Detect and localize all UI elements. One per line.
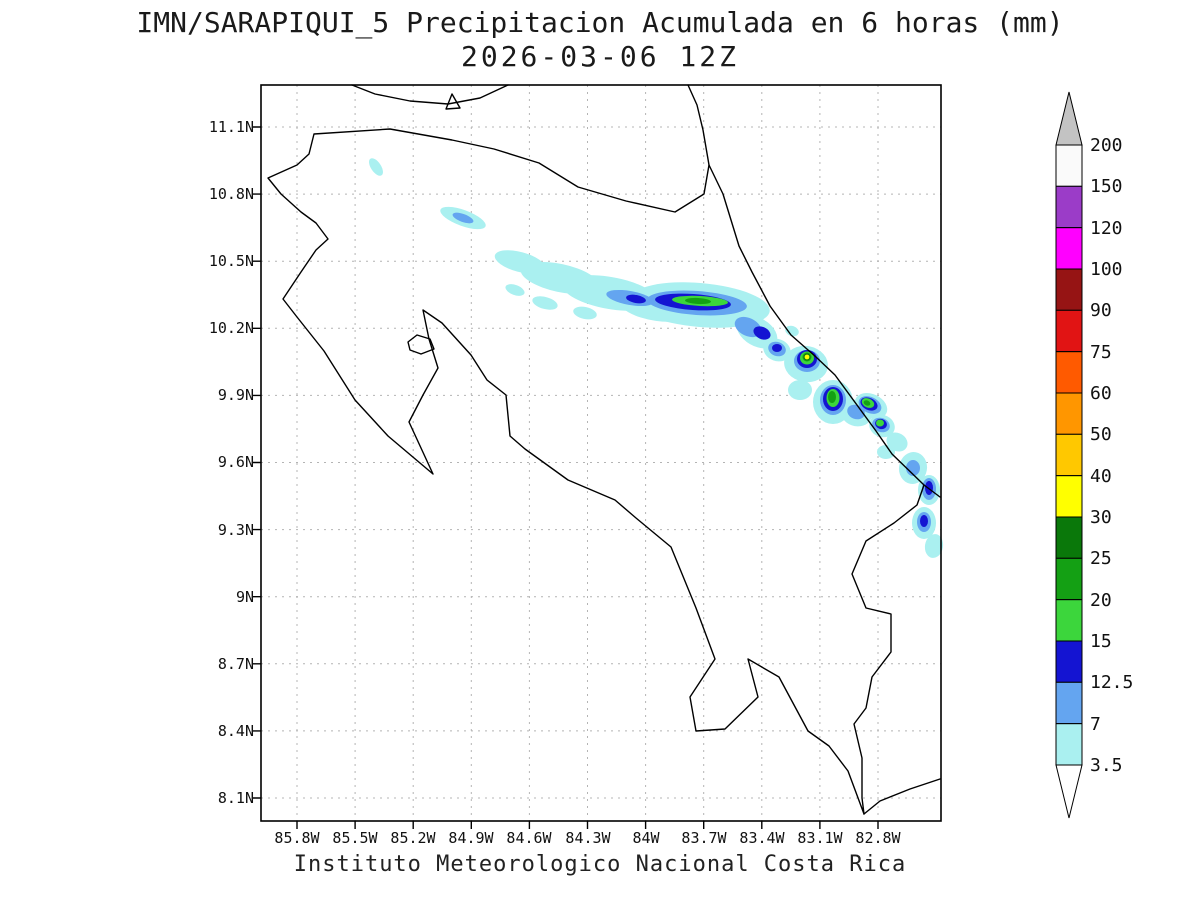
lon-tick-label: 83.4W	[739, 829, 785, 847]
lon-tick-label: 83.1W	[797, 829, 843, 847]
lat-tick-label: 9.3N	[218, 521, 254, 539]
colorbar-tick-label: 60	[1090, 383, 1112, 404]
lon-tick-label: 85.5W	[332, 829, 378, 847]
lat-tick-label: 8.1N	[218, 789, 254, 807]
lon-tick-label: 82.8W	[855, 829, 901, 847]
coastline-layer	[267, 84, 941, 815]
lon-tick-label: 84W	[632, 829, 660, 847]
colorbar-tick-label: 100	[1090, 259, 1123, 280]
colorbar-segment	[1055, 309, 1083, 353]
precip-shade-30-to-40mm	[804, 354, 810, 360]
lat-tick-label: 10.2N	[209, 319, 254, 337]
chart-title: IMN/SARAPIQUI_5 Precipitacion Acumulada …	[0, 6, 1200, 73]
colorbar-tick-label: 40	[1090, 466, 1112, 487]
colorbar-tick-label: 200	[1090, 135, 1123, 156]
lat-tick-label: 10.8N	[209, 185, 254, 203]
colorbar: 200 150 120 100 90 75 60 50 40 30 25 20 …	[1055, 91, 1133, 819]
colorbar-segment	[1055, 516, 1083, 559]
lon-tick-label: 85.2W	[390, 829, 436, 847]
colorbar-segment	[1055, 268, 1083, 311]
latitude-axis: 11.1N 10.8N 10.5N 10.2N 9.9N 9.6N 9.3N 9…	[209, 118, 254, 807]
colorbar-tick-label: 120	[1090, 218, 1123, 239]
colorbar-tick-label: 15	[1090, 631, 1112, 652]
colorbar-tick-label: 20	[1090, 590, 1112, 611]
lon-tick-label: 85.8W	[274, 829, 320, 847]
colorbar-tick-label: 25	[1090, 548, 1112, 569]
colorbar-tick-label: 90	[1090, 300, 1112, 321]
colorbar-segment	[1055, 557, 1083, 601]
lat-tick-label: 11.1N	[209, 118, 254, 136]
colorbar-segment	[1055, 392, 1083, 435]
chart-title-line1: IMN/SARAPIQUI_5 Precipitacion Acumulada …	[136, 6, 1064, 39]
chart-title-line2: 2026-03-06 12Z	[460, 40, 739, 73]
lat-tick-label: 8.4N	[218, 722, 254, 740]
lat-tick-label: 9.9N	[218, 386, 254, 404]
lat-tick-label: 9N	[236, 588, 254, 606]
precip-shade-20-to-25mm	[685, 297, 871, 406]
colorbar-above-max-arrow	[1055, 91, 1083, 146]
lon-tick-label: 84.6W	[506, 829, 552, 847]
lon-tick-label: 84.9W	[448, 829, 494, 847]
colorbar-segment	[1055, 640, 1083, 683]
lake-nicaragua-shore	[351, 84, 509, 105]
lake-island	[445, 93, 461, 110]
panama-caribbean-coast	[923, 484, 941, 498]
costa-rica-outline	[267, 128, 925, 815]
colorbar-tick-label: 30	[1090, 507, 1112, 528]
colorbar-tick-label: 50	[1090, 424, 1112, 445]
colorbar-tick-label: 75	[1090, 342, 1112, 363]
longitude-axis: 85.8W 85.5W 85.2W 84.9W 84.6W 84.3W 84W …	[274, 829, 901, 847]
colorbar-segment	[1055, 185, 1083, 229]
lon-tick-label: 83.7W	[681, 829, 727, 847]
axis-tickmarks	[253, 126, 879, 829]
colorbar-tick-label: 12.5	[1090, 672, 1133, 693]
lat-tick-label: 10.5N	[209, 252, 254, 270]
colorbar-tick-label: 7	[1090, 714, 1101, 735]
precip-shade-3-5-to-7mm	[369, 158, 944, 558]
colorbar-below-min-arrow	[1055, 764, 1083, 819]
lat-tick-label: 8.7N	[218, 655, 254, 673]
colorbar-segment	[1055, 475, 1083, 518]
colorbar-segment	[1055, 681, 1083, 725]
map-frame	[260, 84, 942, 822]
panama-pacific-coast	[863, 778, 941, 815]
lon-tick-label: 84.3W	[565, 829, 611, 847]
colorbar-segment	[1055, 433, 1083, 477]
gulf-of-nicoya-island	[407, 334, 435, 355]
nicaragua-caribbean-coast	[687, 84, 710, 166]
colorbar-segment	[1055, 351, 1083, 394]
colorbar-segment	[1055, 144, 1083, 187]
lat-lon-grid	[261, 85, 941, 821]
colorbar-segment	[1055, 723, 1083, 766]
colorbar-segment	[1055, 599, 1083, 642]
colorbar-labels: 200 150 120 100 90 75 60 50 40 30 25 20 …	[1090, 135, 1133, 776]
source-attribution: Instituto Meteorologico Nacional Costa R…	[293, 852, 907, 877]
colorbar-tick-label: 150	[1090, 176, 1123, 197]
lat-tick-label: 9.6N	[218, 453, 254, 471]
colorbar-tick-label: 3.5	[1090, 755, 1123, 776]
colorbar-segment	[1055, 227, 1083, 270]
